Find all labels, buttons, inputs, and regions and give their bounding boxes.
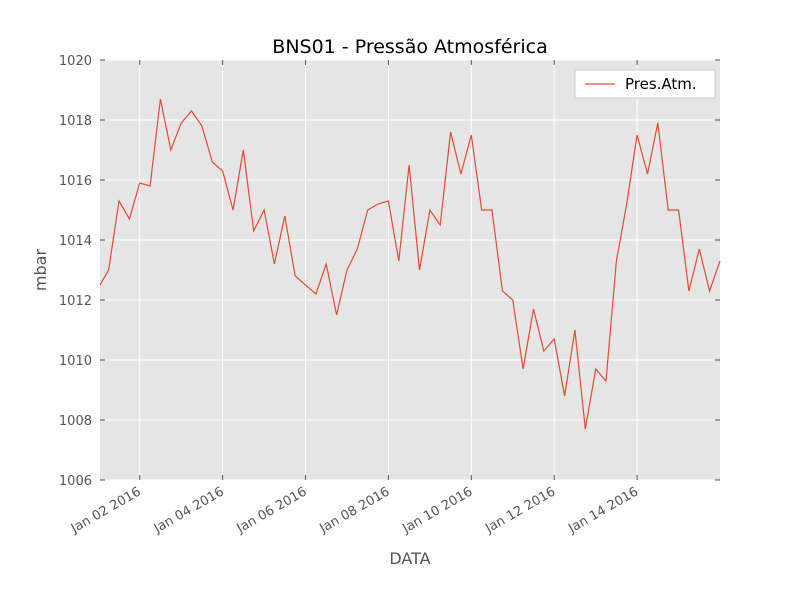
y-tick-label: 1020 [59,54,92,69]
chart-title: BNS01 - Pressão Atmosférica [272,36,547,58]
plot-area [100,60,720,480]
line-series [99,98,721,430]
x-axis-label: DATA [389,549,430,568]
y-tick-label: 1006 [59,474,92,489]
legend-label: Pres.Atm. [625,75,697,93]
x-tick-label: Jan 08 2016 [317,484,393,536]
y-tick-label: 1018 [59,114,92,129]
x-tick-label: Jan 02 2016 [68,484,144,536]
y-tick-label: 1014 [59,234,92,249]
x-tick-label: Jan 06 2016 [234,484,310,536]
y-tick-label: 1016 [59,174,92,189]
y-tick-label: 1012 [59,294,92,309]
y-tick-label: 1010 [59,354,92,369]
x-tick-label: Jan 14 2016 [565,484,641,536]
y-tick-label: 1008 [59,414,92,429]
x-tick-label: Jan 12 2016 [482,484,558,536]
y-axis-label: mbar [31,249,50,292]
x-tick-label: Jan 04 2016 [151,484,227,536]
x-tick-label: Jan 10 2016 [399,484,475,536]
